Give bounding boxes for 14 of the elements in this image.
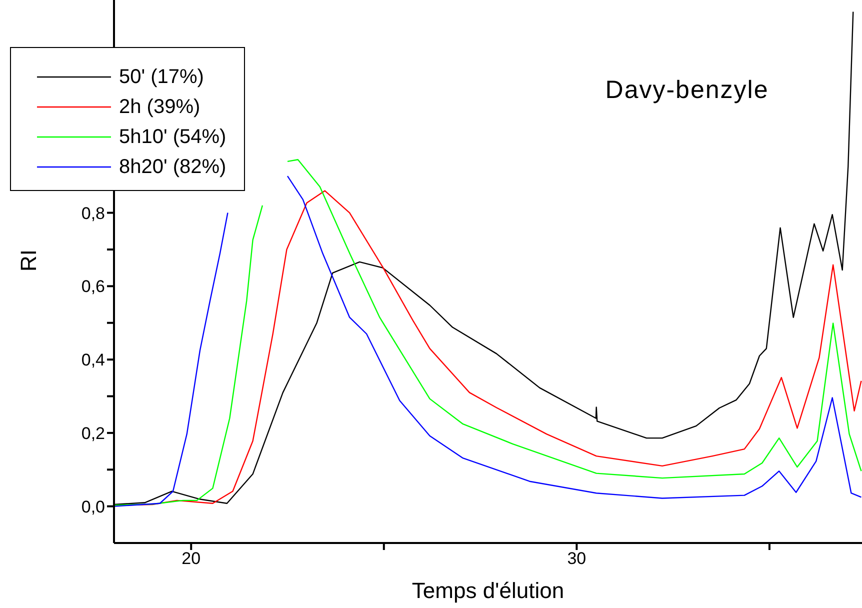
- annotation: Davy-benzyle: [605, 76, 769, 104]
- y-tick-label: 0,0: [81, 497, 105, 516]
- x-tick-label: 20: [182, 549, 201, 568]
- legend-label: 5h10' (54%): [119, 126, 226, 148]
- y-tick-label: 0,2: [81, 424, 105, 443]
- x-tick-label: 30: [567, 549, 586, 568]
- y-tick-label: 0,6: [81, 277, 105, 296]
- x-axis-title: Temps d'élution: [412, 578, 564, 603]
- y-tick-label: 0,4: [81, 350, 105, 370]
- legend-label: 2h (39%): [119, 96, 200, 118]
- legend-label: 50' (17%): [119, 66, 204, 88]
- y-tick-label: 0,8: [81, 204, 105, 223]
- legend-label: 8h20' (82%): [119, 156, 226, 178]
- y-axis-title: RI: [16, 250, 41, 272]
